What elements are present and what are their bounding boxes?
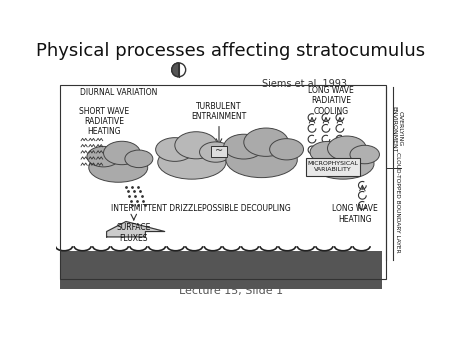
Text: OVERLYING
ENVIRONMENT: OVERLYING ENVIRONMENT [392,106,403,152]
Text: LONG WAVE
HEATING: LONG WAVE HEATING [332,204,378,223]
Text: INTERMITTENT DRIZZLE: INTERMITTENT DRIZZLE [112,204,202,213]
Circle shape [172,63,186,77]
Text: LONG WAVE
RADIATIVE
COOLING: LONG WAVE RADIATIVE COOLING [309,86,354,116]
Ellipse shape [89,153,148,182]
Polygon shape [107,221,165,237]
Ellipse shape [125,150,153,168]
Ellipse shape [104,141,140,165]
Ellipse shape [226,142,297,178]
Ellipse shape [158,145,226,179]
Text: CLOUD-TOPPED BOUNDARY LAYER: CLOUD-TOPPED BOUNDARY LAYER [395,152,400,252]
Ellipse shape [199,142,232,162]
Ellipse shape [175,132,217,159]
Ellipse shape [328,136,366,161]
Ellipse shape [244,128,288,156]
Bar [60,246,382,252]
Text: Physical processes affecting stratocumulus: Physical processes affecting stratocumul… [36,42,425,61]
Ellipse shape [156,138,194,161]
Ellipse shape [87,146,120,167]
Text: TURBULENT
ENTRAINMENT: TURBULENT ENTRAINMENT [191,102,247,121]
Ellipse shape [310,141,345,163]
Text: DIURNAL VARIATION: DIURNAL VARIATION [80,89,157,97]
Text: ~: ~ [215,146,223,156]
FancyBboxPatch shape [306,158,360,176]
Text: POSSIBLE DECOUPLING: POSSIBLE DECOUPLING [202,204,291,213]
Ellipse shape [224,134,264,159]
Ellipse shape [270,139,303,160]
Text: SHORT WAVE
RADIATIVE
HEATING: SHORT WAVE RADIATIVE HEATING [79,106,129,136]
Ellipse shape [312,148,374,179]
Text: Siems et al. 1993: Siems et al. 1993 [261,79,346,90]
Text: MICROPHYSICAL
VARIABILITY: MICROPHYSICAL VARIABILITY [307,162,358,172]
FancyBboxPatch shape [211,146,227,157]
Bar [60,251,382,289]
Text: SURFACE
FLUXES: SURFACE FLUXES [117,223,151,243]
Text: Lecture 15, Slide 1: Lecture 15, Slide 1 [179,286,283,296]
Ellipse shape [350,145,379,164]
Bar [60,85,386,279]
Bar [60,246,382,289]
Wedge shape [172,63,179,77]
